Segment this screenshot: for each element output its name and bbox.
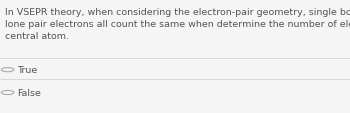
Text: In VSEPR theory, when considering the electron-pair geometry, single bonds, doub: In VSEPR theory, when considering the el… bbox=[5, 8, 350, 40]
Text: True: True bbox=[17, 66, 37, 74]
Text: False: False bbox=[17, 88, 41, 97]
